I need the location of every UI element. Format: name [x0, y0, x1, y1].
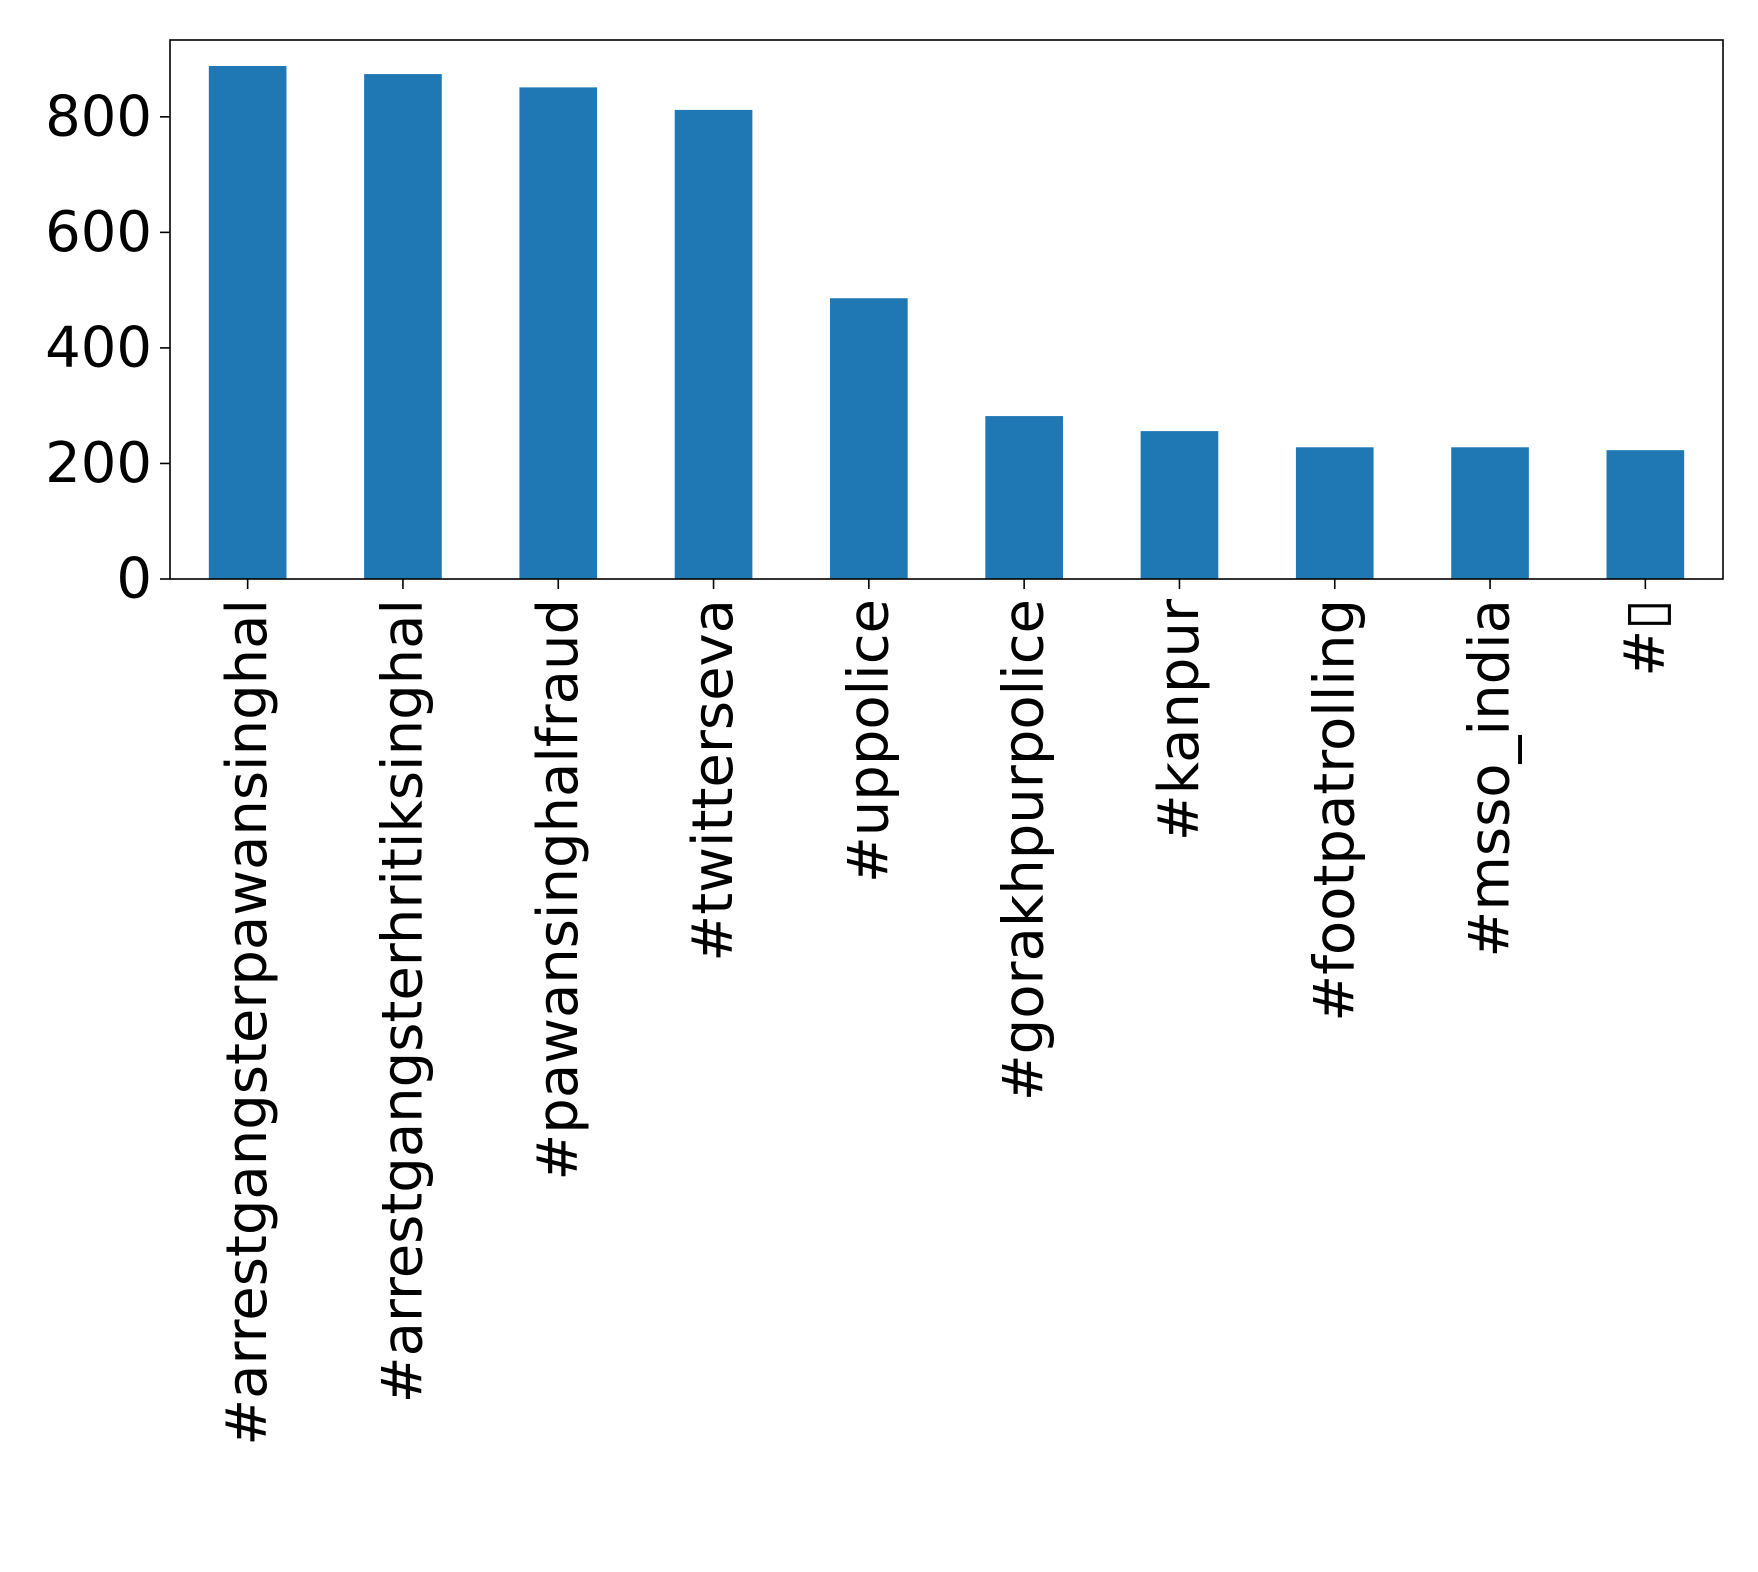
x-axis: #arrestgangsterpawansinghal #arrestgangst…: [215, 579, 1678, 1446]
y-tick-label-0: 0: [116, 547, 152, 612]
x-tick-label-6: #kanpur: [1147, 598, 1212, 841]
bar-6: [1140, 431, 1219, 579]
x-tick-label-8: #msso_india: [1458, 599, 1523, 958]
x-tick-label-4: #uppolice: [836, 599, 901, 883]
bar-5: [985, 416, 1063, 579]
x-tick-label-3: #twitterseva: [681, 599, 746, 962]
bar-1: [364, 74, 442, 580]
x-tick-label-9: #▯: [1613, 599, 1678, 677]
x-tick-label-1: #arrestgangsterhritiksinghal: [370, 599, 435, 1403]
y-tick-label-1: 200: [45, 431, 152, 496]
bar-3: [674, 109, 753, 579]
x-tick-label-7: #footpatrolling: [1302, 599, 1367, 1022]
x-tick-label-0: #arrestgangsterpawansinghal: [215, 599, 280, 1446]
y-tick-label-4: 800: [45, 84, 152, 149]
bar-2: [519, 87, 598, 579]
y-axis: 0 200 400 600 800: [45, 84, 170, 612]
bar-8: [1451, 447, 1529, 579]
plot-frame: [169, 39, 1724, 580]
x-tick-label-5: #gorakhpurpolice: [992, 599, 1057, 1101]
bar-0: [208, 65, 287, 580]
x-tick-label-2: #pawansinghalfraud: [526, 599, 591, 1181]
bar-4: [830, 298, 908, 579]
y-tick-label-2: 400: [45, 315, 152, 380]
bar-7: [1295, 447, 1374, 579]
bars-group: [208, 65, 1685, 580]
y-tick-label-3: 600: [45, 200, 152, 265]
bar-9: [1606, 450, 1685, 579]
